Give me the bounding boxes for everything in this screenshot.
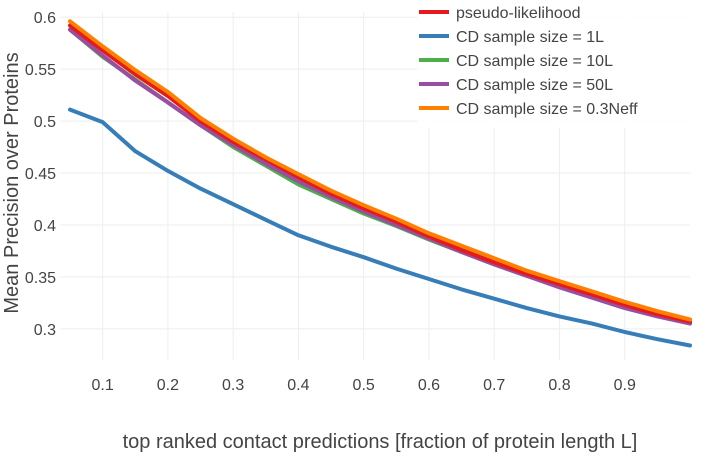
x-tick-label: 0.6 <box>418 377 440 394</box>
series-line-2 <box>68 107 692 348</box>
x-tick-label: 0.5 <box>353 377 375 394</box>
y-tick-label: 0.45 <box>25 166 56 183</box>
legend-label: CD sample size = 50L <box>456 77 613 94</box>
series-lines <box>68 19 692 348</box>
legend-background <box>417 0 708 128</box>
y-tick-label: 0.5 <box>34 114 56 131</box>
x-tick-label: 0.7 <box>483 377 505 394</box>
y-tick-label: 0.55 <box>25 62 56 79</box>
x-tick-label: 0.8 <box>548 377 570 394</box>
y-tick-label: 0.4 <box>34 218 56 235</box>
x-tick-label: 0.2 <box>157 377 179 394</box>
legend: pseudo-likelihood CD sample size = 1L CD s… <box>417 0 708 128</box>
legend-label: CD sample size = 0.3Neff <box>456 101 638 118</box>
x-tick-label: 0.3 <box>222 377 244 394</box>
x-tick-label: 0.4 <box>287 377 309 394</box>
x-tick-label: 0.9 <box>614 377 636 394</box>
x-tick-label: 0.1 <box>92 377 114 394</box>
y-tick-label: 0.3 <box>34 322 56 339</box>
series-line-1 <box>68 23 692 324</box>
x-axis-title: top ranked contact predictions [fraction… <box>123 431 638 453</box>
series-line-4 <box>68 27 692 326</box>
legend-label: CD sample size = 1L <box>456 29 604 46</box>
tick-labels: 0.1 0.2 0.3 0.4 0.5 0.6 0.7 0.8 0.9 0.3 0.35 0.4 0.4… <box>25 10 636 394</box>
series-line-5 <box>68 19 692 322</box>
y-tick-label: 0.6 <box>34 10 56 27</box>
legend-label: pseudo-likelihood <box>456 5 581 22</box>
y-tick-label: 0.35 <box>25 270 56 287</box>
y-axis-title: Mean Precision over Proteins <box>1 52 23 313</box>
legend-label: CD sample size = 10L <box>456 53 613 70</box>
